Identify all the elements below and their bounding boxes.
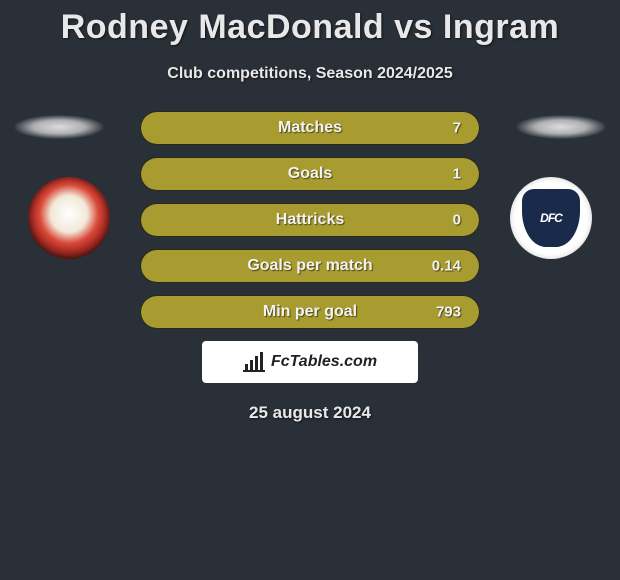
right-player-shadow [516,115,606,139]
stat-row-min-per-goal: Min per goal 793 [140,295,480,329]
stat-value: 0.14 [432,258,461,275]
comparison-title: Rodney MacDonald vs Ingram [0,0,620,47]
right-club-badge-text: DFC [522,189,580,247]
stat-label: Min per goal [263,303,357,321]
stat-row-goals-per-match: Goals per match 0.14 [140,249,480,283]
stat-label: Matches [278,119,342,137]
stat-label: Hattricks [276,211,344,229]
comparison-content: DFC Matches 7 Goals 1 Hattricks 0 Goals … [0,111,620,423]
stat-value: 793 [436,304,461,321]
stat-row-matches: Matches 7 [140,111,480,145]
season-subtitle: Club competitions, Season 2024/2025 [0,65,620,83]
stat-row-hattricks: Hattricks 0 [140,203,480,237]
stats-container: Matches 7 Goals 1 Hattricks 0 Goals per … [140,111,480,329]
stat-label: Goals per match [247,257,372,275]
branding-box: FcTables.com [202,341,418,383]
stat-row-goals: Goals 1 [140,157,480,191]
snapshot-date: 25 august 2024 [0,403,620,423]
branding-label: FcTables.com [271,353,377,371]
left-player-shadow [14,115,104,139]
bar-chart-icon [243,352,265,372]
stat-value: 7 [453,120,461,137]
stat-value: 0 [453,212,461,229]
stat-label: Goals [288,165,332,183]
stat-value: 1 [453,166,461,183]
right-club-badge: DFC [510,177,592,259]
left-club-badge [28,177,110,259]
